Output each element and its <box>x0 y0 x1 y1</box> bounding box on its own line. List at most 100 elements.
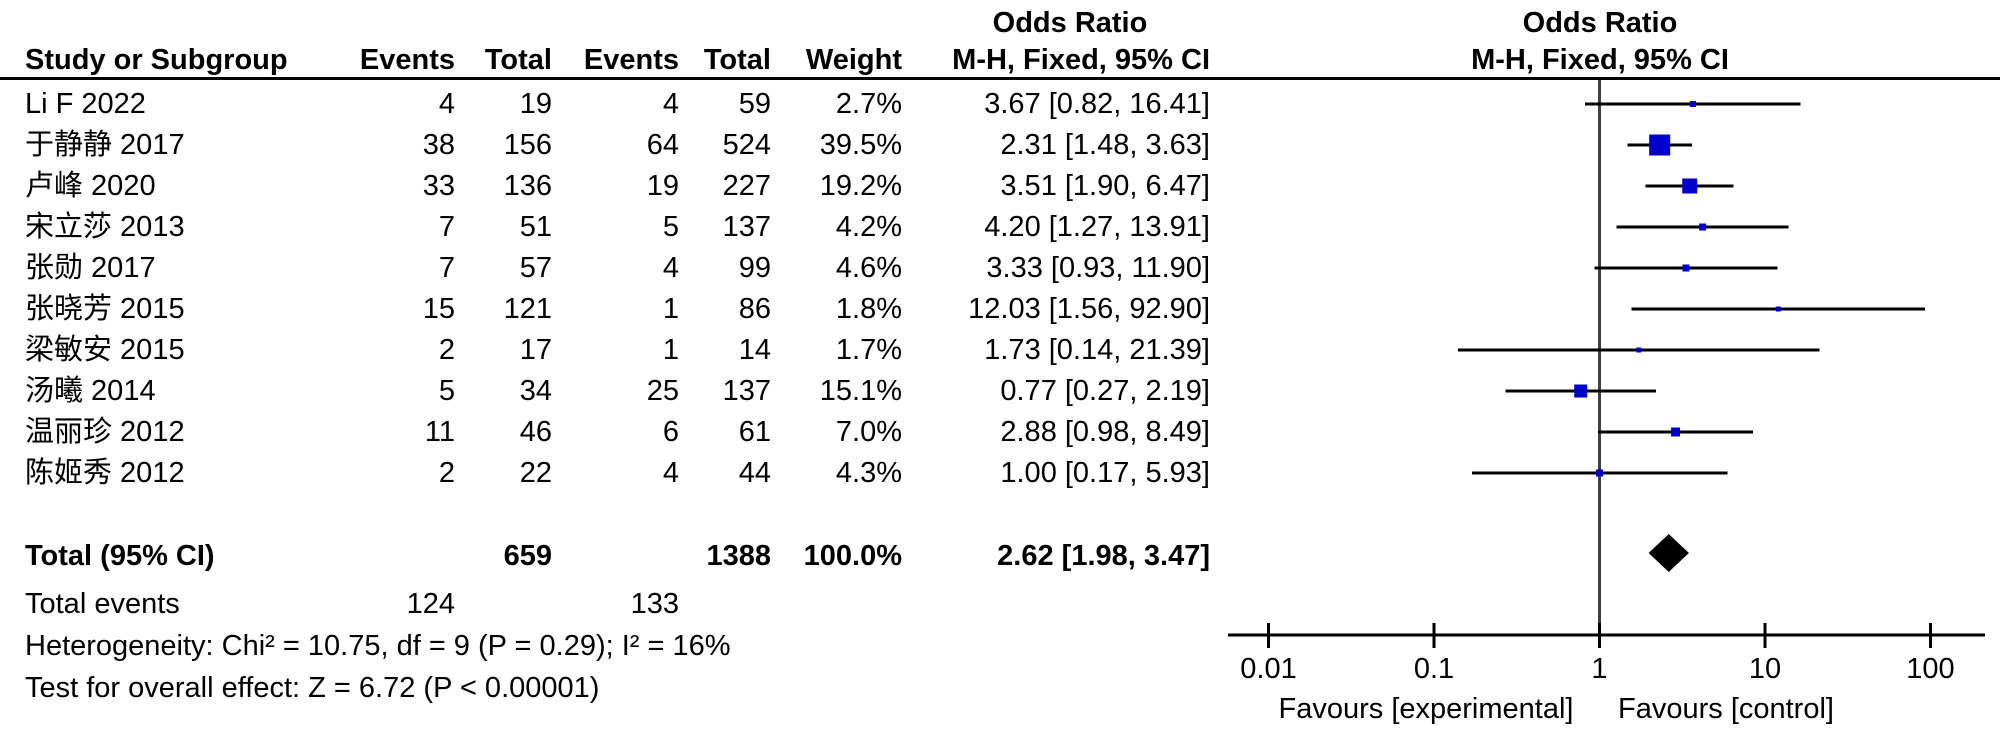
x-tick-label: 10 <box>1749 653 1781 685</box>
row-events2: 5 <box>662 211 679 243</box>
row-total1: 57 <box>519 252 552 284</box>
row-weight: 2.7% <box>835 88 902 120</box>
x-tick-label: 100 <box>1906 653 1954 685</box>
row-or_ci: 1.00 [0.17, 5.93] <box>1000 457 1210 489</box>
header-or-ci-plot: M-H, Fixed, 95% CI <box>1471 44 1729 76</box>
row-events2: 1 <box>662 293 679 325</box>
odds-ratio-title-left: Odds Ratio <box>992 7 1148 39</box>
row-weight: 4.6% <box>835 252 902 284</box>
row-total2: 86 <box>738 293 771 325</box>
row-study: 梁敏安 2015 <box>25 334 185 366</box>
row-events2: 4 <box>662 457 679 489</box>
total-row-total2: 1388 <box>706 540 771 572</box>
row-study: 于静静 2017 <box>25 129 185 161</box>
row-or_ci: 2.31 [1.48, 3.63] <box>1000 129 1210 161</box>
row-total1: 121 <box>503 293 552 325</box>
row-total1: 136 <box>503 170 552 202</box>
row-events1: 4 <box>438 88 455 120</box>
row-total1: 22 <box>519 457 552 489</box>
header-weight: Weight <box>805 44 902 76</box>
row-weight: 4.3% <box>835 457 902 489</box>
row-total1: 156 <box>503 129 552 161</box>
row-events2: 4 <box>662 88 679 120</box>
row-weight: 15.1% <box>819 375 902 407</box>
row-events1: 7 <box>438 211 455 243</box>
row-total1: 17 <box>519 334 552 366</box>
row-events2: 4 <box>662 252 679 284</box>
total-events-control: 133 <box>630 588 679 620</box>
row-total2: 227 <box>722 170 771 202</box>
row-events1: 33 <box>422 170 455 202</box>
row-total2: 59 <box>738 88 771 120</box>
row-total1: 19 <box>519 88 552 120</box>
row-weight: 39.5% <box>819 129 902 161</box>
total-events-experimental: 124 <box>406 588 455 620</box>
row-total1: 34 <box>519 375 552 407</box>
row-events1: 7 <box>438 252 455 284</box>
row-or_ci: 12.03 [1.56, 92.90] <box>968 293 1210 325</box>
row-total2: 14 <box>738 334 771 366</box>
total-row-or-ci: 2.62 [1.98, 3.47] <box>997 540 1210 572</box>
row-events1: 2 <box>438 334 455 366</box>
row-study: 汤曦 2014 <box>25 375 156 407</box>
favours-control-label: Favours [control] <box>1618 693 1834 725</box>
favours-experimental-label: Favours [experimental] <box>1279 693 1574 725</box>
header-or-ci-column: M-H, Fixed, 95% CI <box>952 44 1210 76</box>
row-weight: 1.7% <box>835 334 902 366</box>
row-or_ci: 4.20 [1.27, 13.91] <box>984 211 1210 243</box>
heterogeneity-note: Heterogeneity: Chi² = 10.75, df = 9 (P =… <box>25 630 731 662</box>
header-study-or-subgroup: Study or Subgroup <box>25 44 288 76</box>
row-or_ci: 1.73 [0.14, 21.39] <box>984 334 1210 366</box>
row-events1: 15 <box>422 293 455 325</box>
row-events2: 1 <box>662 334 679 366</box>
row-weight: 7.0% <box>835 416 902 448</box>
row-total1: 46 <box>519 416 552 448</box>
total-events-label: Total events <box>25 588 180 620</box>
header-divider-line <box>0 77 2000 80</box>
row-events1: 11 <box>424 416 455 448</box>
row-study: 温丽珍 2012 <box>25 416 185 448</box>
total-row-total1: 659 <box>503 540 552 572</box>
row-weight: 19.2% <box>819 170 902 202</box>
row-events2: 19 <box>646 170 679 202</box>
row-or_ci: 0.77 [0.27, 2.19] <box>1000 375 1210 407</box>
row-study: 陈姬秀 2012 <box>25 457 185 489</box>
header-total-control: Total <box>703 44 771 76</box>
row-total2: 137 <box>722 375 771 407</box>
header-events-control: Events <box>583 44 679 76</box>
total-row-weight: 100.0% <box>803 540 902 572</box>
row-total1: 51 <box>519 211 552 243</box>
x-tick-label: 0.01 <box>1240 653 1296 685</box>
row-study: 张晓芳 2015 <box>25 293 185 325</box>
row-or_ci: 2.88 [0.98, 8.49] <box>1000 416 1210 448</box>
x-tick-label: 0.1 <box>1414 653 1454 685</box>
header-total-experimental: Total <box>484 44 552 76</box>
row-or_ci: 3.33 [0.93, 11.90] <box>986 252 1210 284</box>
row-events1: 2 <box>438 457 455 489</box>
header-events-experimental: Events <box>359 44 455 76</box>
overall-effect-note: Test for overall effect: Z = 6.72 (P < 0… <box>25 672 600 704</box>
row-total2: 61 <box>738 416 771 448</box>
row-total2: 99 <box>738 252 771 284</box>
row-total2: 44 <box>738 457 771 489</box>
row-total2: 137 <box>722 211 771 243</box>
row-weight: 4.2% <box>835 211 902 243</box>
row-study: 卢峰 2020 <box>25 170 156 202</box>
row-total2: 524 <box>722 129 771 161</box>
odds-ratio-title-right: Odds Ratio <box>1522 7 1678 39</box>
row-study: 宋立莎 2013 <box>25 211 185 243</box>
row-events2: 64 <box>646 129 679 161</box>
row-or_ci: 3.67 [0.82, 16.41] <box>984 88 1210 120</box>
row-weight: 1.8% <box>835 293 902 325</box>
row-study: 张勋 2017 <box>25 252 156 284</box>
row-events2: 25 <box>646 375 679 407</box>
row-events1: 5 <box>438 375 455 407</box>
row-or_ci: 3.51 [1.90, 6.47] <box>1000 170 1210 202</box>
row-events1: 38 <box>422 129 455 161</box>
row-events2: 6 <box>662 416 679 448</box>
row-study: Li F 2022 <box>25 88 146 120</box>
x-tick-label: 1 <box>1591 653 1607 685</box>
total-row-label: Total (95% CI) <box>25 540 215 572</box>
